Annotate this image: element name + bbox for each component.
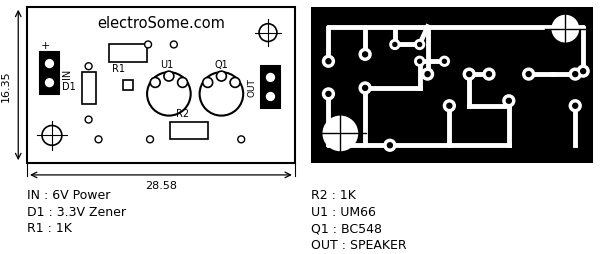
Circle shape: [415, 40, 425, 50]
Circle shape: [388, 143, 392, 148]
Circle shape: [150, 78, 160, 88]
Text: IN : 6V Power: IN : 6V Power: [27, 188, 110, 201]
Text: Q1: Q1: [215, 60, 228, 70]
Circle shape: [147, 73, 191, 116]
Bar: [40, 53, 59, 94]
Circle shape: [217, 72, 226, 82]
Text: R1 : 1K: R1 : 1K: [27, 221, 72, 234]
Circle shape: [503, 96, 515, 107]
Circle shape: [322, 56, 334, 68]
Circle shape: [506, 99, 511, 104]
Circle shape: [170, 42, 178, 49]
Circle shape: [442, 60, 446, 64]
Circle shape: [266, 93, 274, 101]
Circle shape: [390, 40, 400, 50]
Text: electroSome.com: electroSome.com: [97, 16, 225, 31]
Circle shape: [415, 57, 425, 67]
Circle shape: [447, 104, 452, 109]
Circle shape: [178, 78, 188, 88]
Circle shape: [200, 73, 243, 116]
Circle shape: [573, 104, 578, 109]
Circle shape: [359, 83, 371, 94]
Circle shape: [581, 69, 586, 74]
Text: IN: IN: [62, 69, 72, 79]
Circle shape: [362, 86, 368, 91]
Circle shape: [443, 100, 455, 112]
Circle shape: [393, 43, 397, 47]
Circle shape: [238, 136, 245, 143]
Circle shape: [46, 60, 53, 68]
Circle shape: [483, 69, 495, 81]
Circle shape: [259, 25, 277, 42]
Circle shape: [577, 66, 589, 78]
Text: OUT : SPEAKER: OUT : SPEAKER: [311, 238, 406, 251]
Circle shape: [326, 92, 331, 97]
Circle shape: [46, 80, 53, 87]
Bar: [170, 122, 208, 140]
Circle shape: [146, 136, 154, 143]
Circle shape: [467, 72, 472, 77]
Circle shape: [42, 126, 62, 146]
Text: R2: R2: [176, 108, 190, 118]
Text: D1 : 3.3V Zener: D1 : 3.3V Zener: [27, 205, 126, 218]
Circle shape: [425, 72, 430, 77]
Bar: [27, 8, 295, 163]
Circle shape: [487, 72, 491, 77]
Circle shape: [439, 57, 449, 67]
Text: R1: R1: [112, 64, 125, 74]
Circle shape: [573, 72, 578, 77]
Circle shape: [569, 100, 581, 112]
Circle shape: [203, 78, 212, 88]
Circle shape: [164, 72, 174, 82]
Text: D1: D1: [62, 82, 76, 92]
Circle shape: [362, 53, 368, 58]
Text: 28.58: 28.58: [145, 180, 177, 190]
Circle shape: [322, 89, 334, 100]
Circle shape: [384, 140, 396, 152]
Circle shape: [85, 64, 92, 70]
Circle shape: [323, 117, 357, 151]
Bar: [261, 67, 280, 108]
Circle shape: [553, 17, 578, 42]
Text: R2 : 1K: R2 : 1K: [311, 188, 355, 201]
Circle shape: [359, 49, 371, 61]
Bar: [311, 8, 593, 163]
Circle shape: [569, 69, 581, 81]
Circle shape: [85, 117, 92, 123]
Text: Q1 : BC548: Q1 : BC548: [311, 221, 382, 234]
Circle shape: [266, 74, 274, 82]
Text: U1 : UM66: U1 : UM66: [311, 205, 376, 218]
Circle shape: [145, 42, 152, 49]
Circle shape: [526, 72, 531, 77]
Bar: [109, 45, 147, 63]
Circle shape: [95, 136, 102, 143]
Circle shape: [418, 60, 422, 64]
Text: +: +: [40, 41, 50, 51]
Circle shape: [230, 78, 240, 88]
Bar: [123, 81, 133, 91]
Circle shape: [422, 69, 433, 81]
Text: U1: U1: [160, 60, 173, 70]
Circle shape: [418, 43, 422, 47]
Circle shape: [326, 59, 331, 65]
Circle shape: [523, 69, 535, 81]
Text: 16.35: 16.35: [1, 70, 11, 101]
Circle shape: [463, 69, 475, 81]
Bar: [82, 73, 95, 104]
Text: OUT: OUT: [248, 78, 257, 97]
